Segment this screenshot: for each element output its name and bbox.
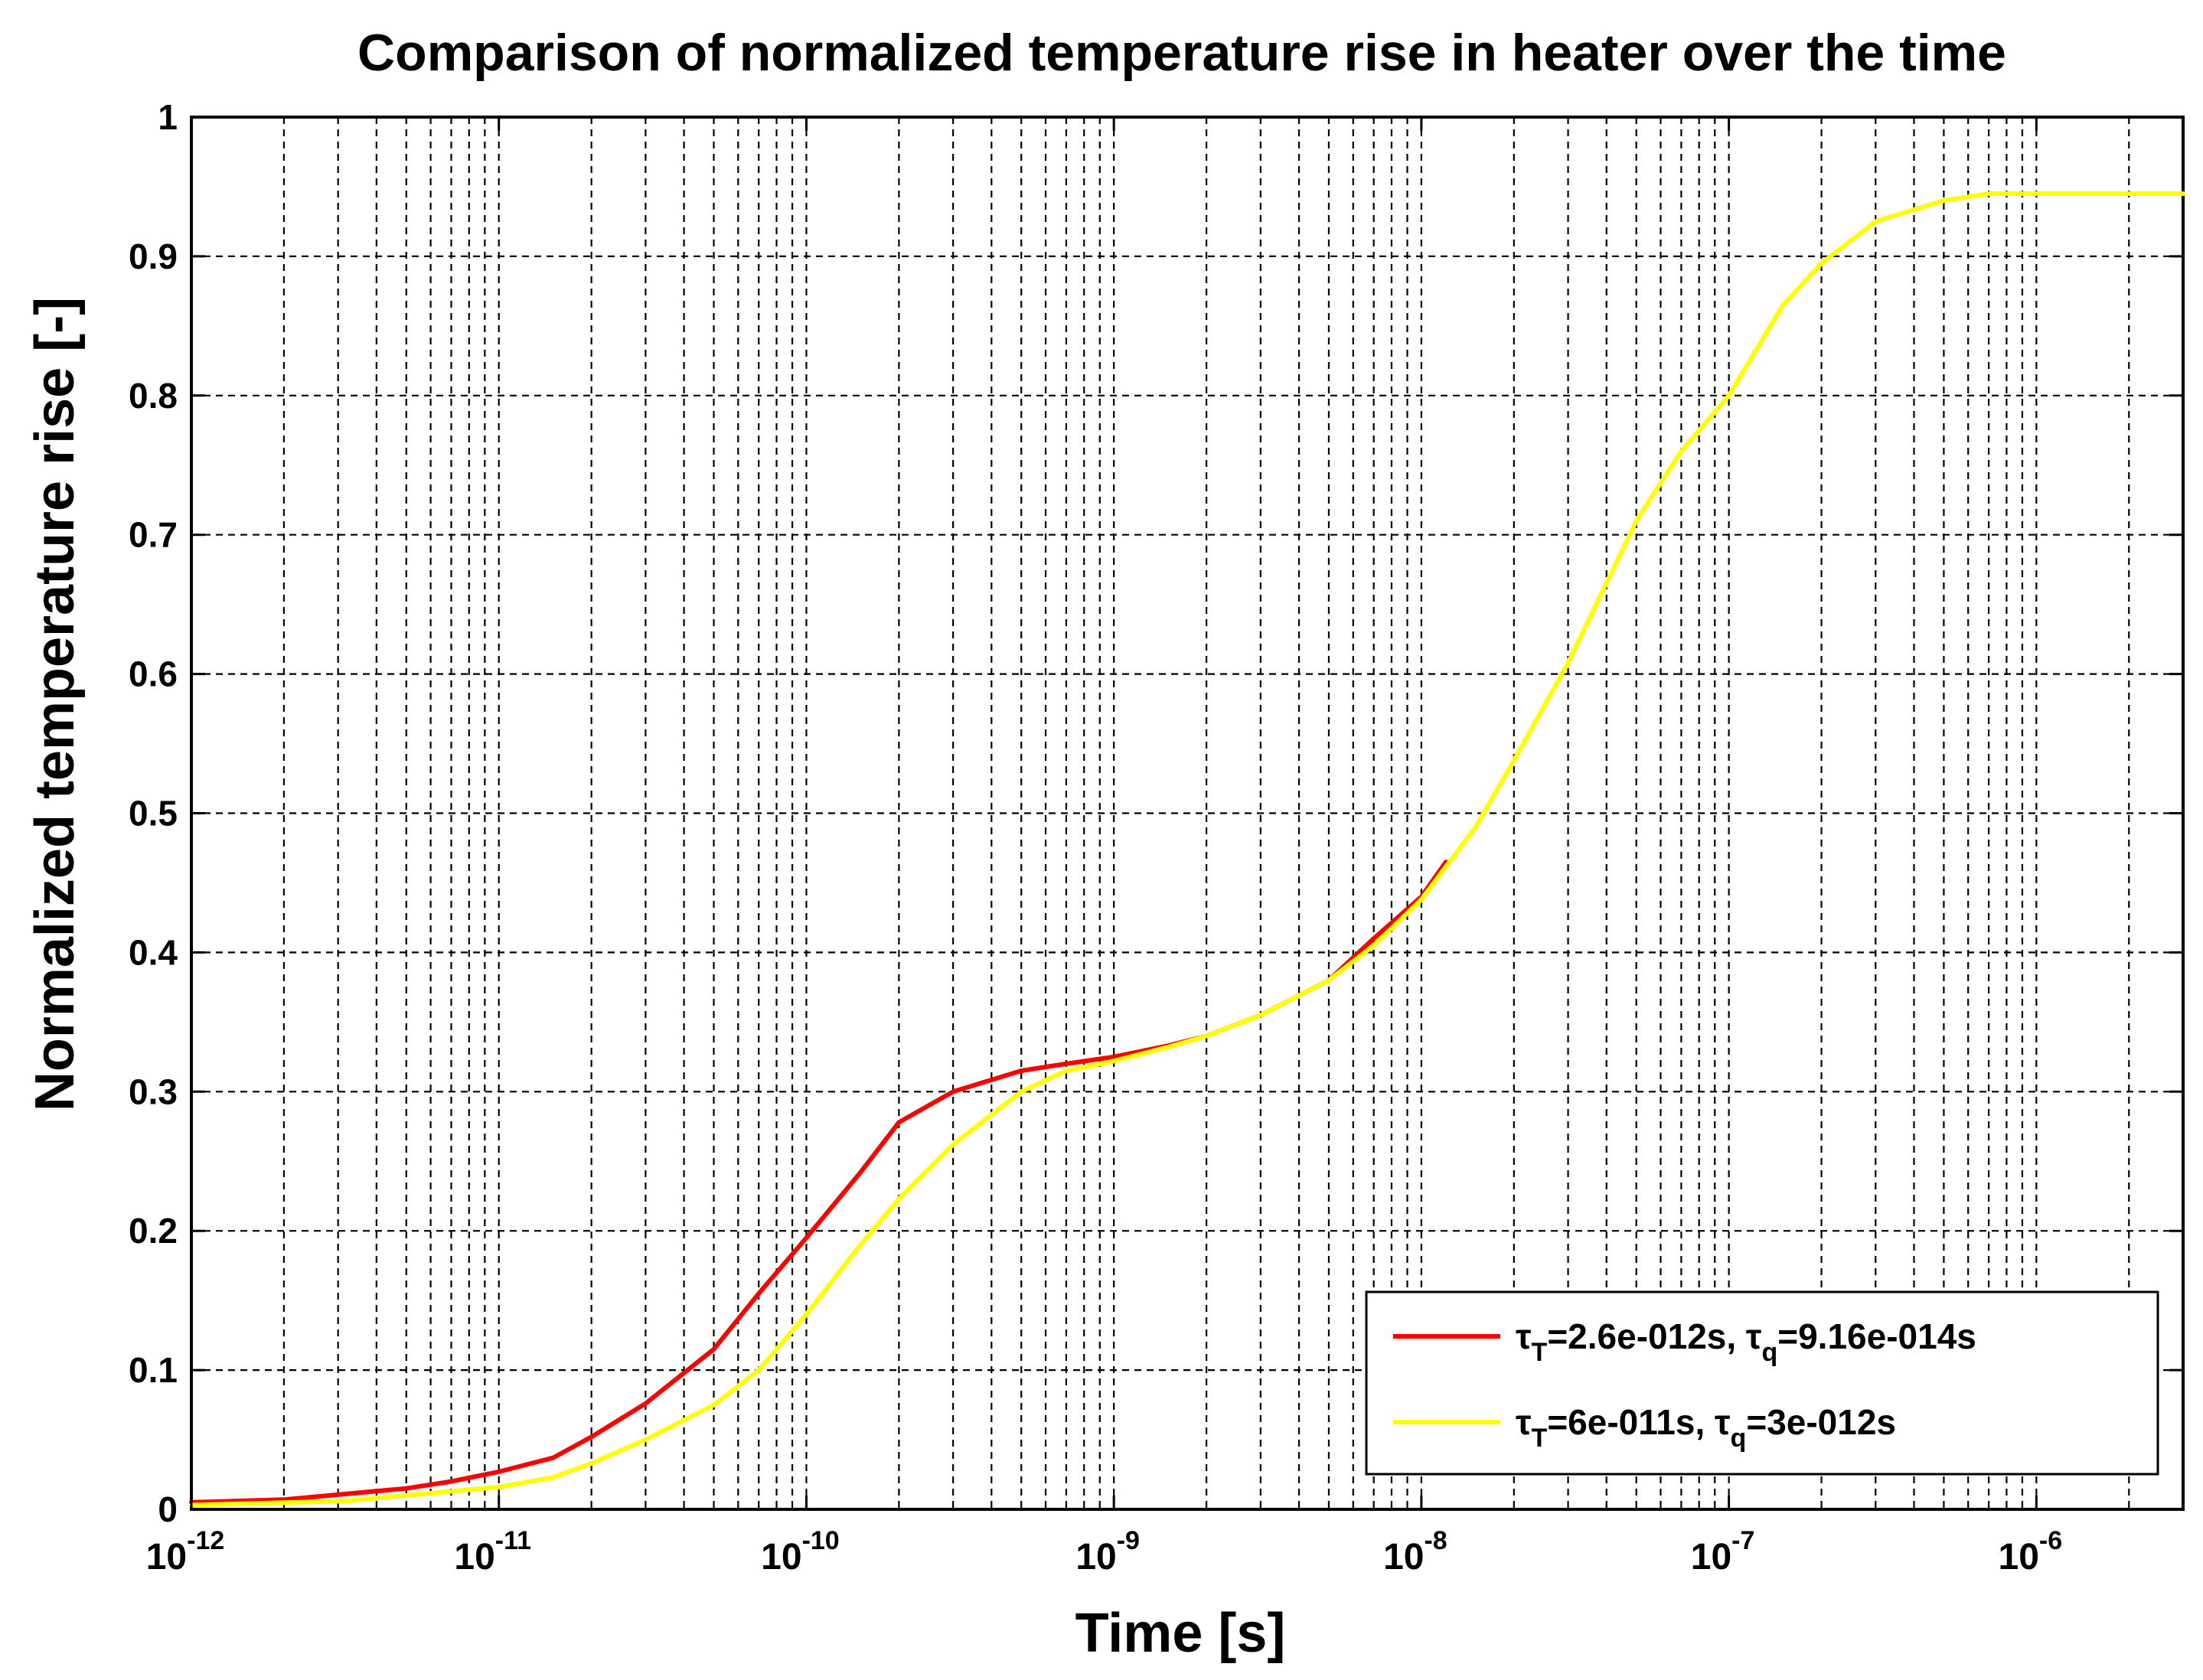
legend-value: =6e-011s, <box>1547 1402 1715 1442</box>
x-tick-label: 10-9 <box>1075 1526 1140 1577</box>
y-tick-label: 0.4 <box>129 932 178 972</box>
x-tick-label-exponent: -7 <box>1731 1526 1754 1555</box>
legend-value: =2.6e-012s, <box>1547 1316 1746 1356</box>
legend-tau-subscript: T <box>1532 1338 1548 1367</box>
legend-box <box>1365 1290 2159 1476</box>
x-tick-label: 10-11 <box>454 1526 531 1577</box>
x-axis-ticks: 10-12 10-11 10-10 10-9 10-8 10-7 10-6 <box>146 117 2062 1577</box>
y-tick-label: 0.8 <box>129 376 178 416</box>
x-tick-label-base: 10 <box>1999 1537 2039 1577</box>
series-line-2 <box>189 191 2185 1508</box>
x-tick-label-exponent: -12 <box>187 1526 224 1555</box>
legend-tau-symbol: τ <box>1516 1316 1532 1356</box>
series-layer <box>189 191 2185 1508</box>
legend-tau-subscript: q <box>1761 1338 1777 1367</box>
y-tick-label: 0 <box>158 1489 178 1529</box>
legend-tau-symbol: τ <box>1715 1402 1731 1442</box>
y-tick-label: 0.5 <box>129 794 178 833</box>
legend-tau-symbol: τ <box>1746 1316 1762 1356</box>
x-tick-label-exponent: -8 <box>1424 1526 1447 1555</box>
legend-entry-1: τT=2.6e-012s, τq=9.16e-014s <box>1516 1316 1976 1367</box>
x-tick-label-exponent: -9 <box>1117 1526 1140 1555</box>
x-tick-label: 10-8 <box>1383 1526 1447 1577</box>
y-tick-label: 0.3 <box>129 1072 178 1111</box>
x-tick-label-base: 10 <box>1691 1537 1731 1577</box>
legend-tau-symbol: τ <box>1516 1402 1532 1442</box>
x-tick-label-base: 10 <box>761 1537 801 1577</box>
x-tick-label: 10-6 <box>1999 1526 2063 1577</box>
legend-tau-subscript: q <box>1731 1424 1747 1453</box>
x-tick-label-exponent: -10 <box>802 1526 840 1555</box>
x-tick-label-base: 10 <box>454 1537 494 1577</box>
y-axis-label: Normalized temperature rise [-] <box>24 297 86 1111</box>
y-tick-label: 0.7 <box>129 515 178 555</box>
y-tick-label: 0.2 <box>129 1211 178 1251</box>
y-tick-label: 0.1 <box>129 1350 178 1390</box>
legend-value: =3e-012s <box>1746 1402 1896 1442</box>
x-axis-label: Time [s] <box>1075 1603 1286 1664</box>
x-tick-label-base: 10 <box>1383 1537 1424 1577</box>
y-axis-ticks: 0 0.1 0.2 0.3 0.4 0.5 0.6 0.7 0.8 0.9 1 <box>129 97 2183 1529</box>
chart-title: Comparison of normalized temperature ris… <box>357 24 2006 82</box>
x-tick-label-base: 10 <box>146 1537 187 1577</box>
x-tick-label-base: 10 <box>1075 1537 1116 1577</box>
x-tick-label: 10-10 <box>761 1526 840 1577</box>
legend-value: =9.16e-014s <box>1777 1316 1976 1356</box>
x-tick-label-exponent: -6 <box>2039 1526 2062 1555</box>
y-tick-label: 0.6 <box>129 654 178 694</box>
y-tick-label: 1 <box>158 97 178 137</box>
x-tick-label: 10-7 <box>1691 1526 1755 1577</box>
y-tick-label: 0.9 <box>129 237 178 276</box>
legend-tau-subscript: T <box>1532 1424 1548 1453</box>
x-tick-label-exponent: -11 <box>495 1526 531 1555</box>
x-tick-label: 10-12 <box>146 1526 225 1577</box>
legend-entry-2: τT=6e-011s, τq=3e-012s <box>1516 1402 1896 1453</box>
